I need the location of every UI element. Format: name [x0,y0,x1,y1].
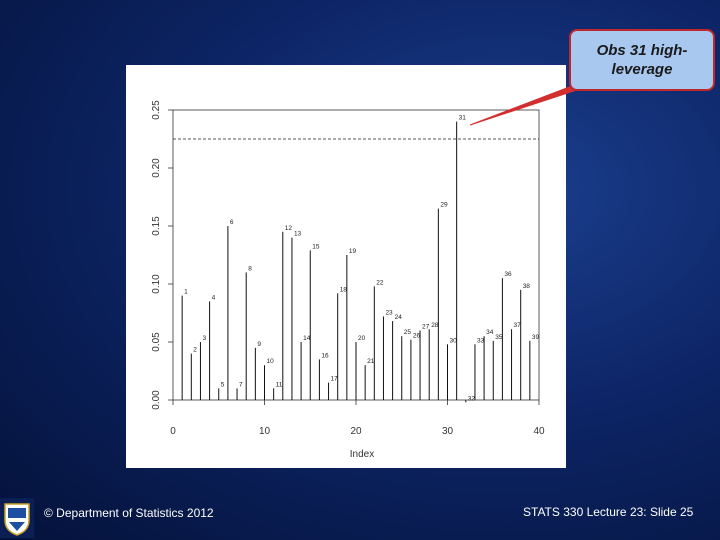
point-label: 10 [267,358,275,365]
x-tick-label: 40 [533,426,545,437]
point-label: 1 [184,289,188,296]
university-crest-icon [0,498,34,538]
point-label: 28 [431,322,439,329]
footer-slide-number: STATS 330 Lecture 23: Slide 25 [523,505,694,519]
y-tick-label: 0.10 [151,274,162,294]
point-label: 33 [477,337,485,344]
point-label: 25 [404,329,412,336]
point-label: 8 [248,265,252,272]
x-tick-label: 10 [259,426,271,437]
point-label: 20 [358,335,366,342]
point-label: 34 [486,329,494,336]
y-tick-label: 0.25 [151,100,162,120]
point-label: 7 [239,381,243,388]
x-axis-label: Index [350,449,374,460]
point-label: 32 [468,395,476,402]
point-label: 22 [376,279,384,286]
y-tick-label: 0.15 [151,216,162,236]
point-label: 37 [514,322,522,329]
point-label: 15 [312,243,320,250]
x-tick-label: 0 [170,426,176,437]
plot-panel: 0.00 0.05 0.10 0.15 0.20 0.25 0 10 20 30 40 Index 1 2… [126,65,566,468]
point-label: 18 [340,286,348,293]
point-label: 23 [385,309,393,316]
point-label: 38 [523,283,531,290]
point-label: 11 [276,381,283,388]
point-label: 5 [221,381,225,388]
point-label: 12 [285,225,293,232]
point-label: 2 [193,347,197,354]
point-label: 21 [367,358,375,365]
point-label: 16 [321,352,329,359]
point-label: 27 [422,323,430,330]
x-tick-label: 30 [442,426,454,437]
point-label: 17 [331,376,339,383]
y-tick-label: 0.05 [151,332,162,352]
point-label: 26 [413,333,421,340]
point-label: 13 [294,231,302,238]
callout-box: Obs 31 high-leverage [569,29,715,91]
point-label: 4 [212,294,216,301]
point-label: 14 [303,335,311,342]
point-label: 9 [257,341,261,348]
point-label: 30 [450,337,458,344]
footer-copyright: © Department of Statistics 2012 [44,506,214,520]
point-label: 29 [440,202,448,209]
callout-text: Obs 31 high-leverage [596,42,688,78]
leverage-index-plot: 0.000.050.100.150.200.250 10 20 30 40Index12… [151,100,545,460]
y-tick-label: 0.20 [151,158,162,178]
point-label: 19 [349,248,357,255]
y-tick-label: 0.00 [151,390,162,410]
point-label: 31 [459,115,467,122]
point-label: 35 [495,334,503,341]
point-label: 3 [202,335,206,342]
x-tick-label: 20 [350,426,362,437]
point-label: 39 [532,334,540,341]
point-label: 36 [504,271,512,278]
point-label: 24 [395,314,403,321]
point-label: 6 [230,219,234,226]
